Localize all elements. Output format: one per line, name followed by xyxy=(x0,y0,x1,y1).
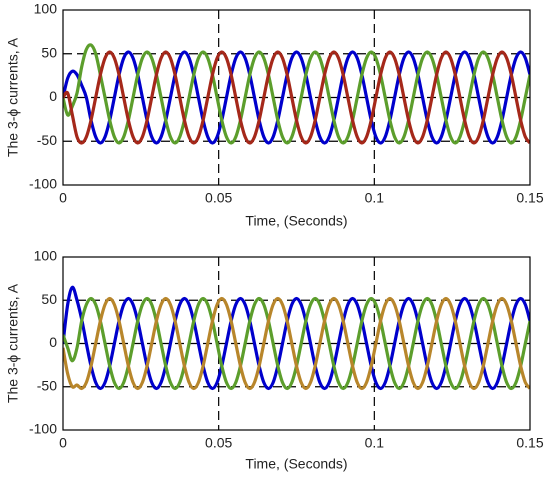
y-tick-label: 0 xyxy=(49,88,57,104)
y-axis-label: The 3-ϕ currents, A xyxy=(5,283,21,403)
current-line xyxy=(63,296,530,391)
x-tick-label: 0.1 xyxy=(365,435,385,451)
x-tick-label: 0.05 xyxy=(205,435,232,451)
y-tick-label: 50 xyxy=(41,291,57,307)
x-tick-label: 0 xyxy=(59,435,67,451)
plot-frame xyxy=(62,256,531,431)
current-line xyxy=(63,50,530,145)
x-tick-label: 0.15 xyxy=(516,435,543,451)
x-axis-label: Time, (Seconds) xyxy=(245,456,347,472)
x-tick-label: 0.15 xyxy=(516,190,543,206)
plot-frame xyxy=(62,9,531,186)
y-tick-label: 100 xyxy=(34,248,58,264)
y-tick-label: -100 xyxy=(29,176,57,192)
y-tick-label: 100 xyxy=(34,1,58,17)
y-axis-label: The 3-ϕ currents, A xyxy=(5,37,21,157)
current-line xyxy=(63,285,530,391)
y-tick-label: -50 xyxy=(37,377,57,393)
current-line xyxy=(63,50,530,145)
x-tick-label: 0.1 xyxy=(365,190,385,206)
y-tick-label: 50 xyxy=(41,44,57,60)
y-tick-label: -50 xyxy=(37,132,57,148)
y-tick-label: -100 xyxy=(29,421,57,437)
x-tick-label: 0.05 xyxy=(205,190,232,206)
y-tick-label: 0 xyxy=(49,334,57,350)
x-axis-label: Time, (Seconds) xyxy=(245,213,347,229)
x-tick-label: 0 xyxy=(59,190,67,206)
